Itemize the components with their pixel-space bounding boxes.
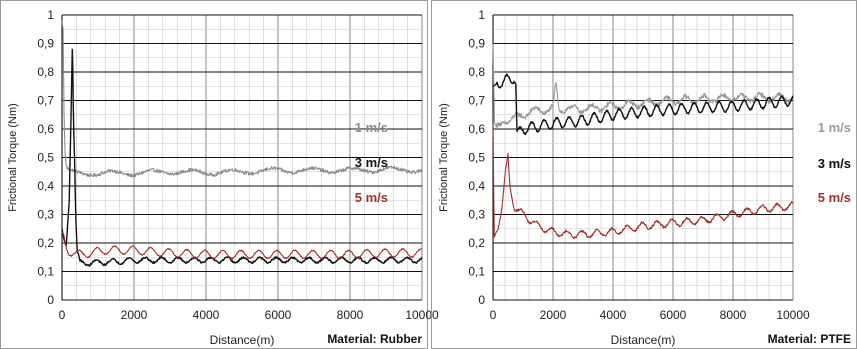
legend-entry: 3 m/s: [818, 156, 851, 171]
y-tick-label: 0,9: [37, 37, 54, 51]
y-tick-label: 0,3: [468, 208, 485, 222]
y-tick-label: 0,7: [468, 94, 485, 108]
series-line-3: [61, 231, 423, 260]
legend-entry: 5 m/s: [818, 190, 851, 205]
y-tick-label: 0,7: [37, 94, 54, 108]
material-label: Material: PTFE: [768, 332, 851, 346]
y-tick-label: 0,9: [468, 37, 485, 51]
x-tick-label: 2000: [540, 308, 567, 322]
material-label: Material: Rubber: [327, 332, 422, 346]
y-tick-label: 1: [478, 8, 485, 22]
y-tick-label: 0,2: [468, 236, 485, 250]
legend-entry: 3 m/s: [355, 155, 388, 170]
x-tick-label: 6000: [660, 308, 687, 322]
series-line-1: [61, 20, 423, 178]
y-tick-label: 0,3: [37, 208, 54, 222]
legend: 1 m/s 3 m/s 5 m/s: [355, 120, 388, 205]
y-tick-label: 0,1: [37, 265, 54, 279]
x-tick-label: 8000: [337, 308, 364, 322]
y-tick-label: 0,4: [37, 179, 54, 193]
x-tick-label: 10000: [776, 308, 810, 322]
y-axis-title: Frictional Torque (Nm): [438, 103, 450, 212]
y-tick-label: 0,1: [468, 265, 485, 279]
x-axis-title: Distance(m): [210, 333, 275, 347]
y-tick-label: 0,6: [468, 122, 485, 136]
series-line-3: [492, 123, 794, 240]
y-tick-label: 0,2: [37, 236, 54, 250]
x-tick-label: 10000: [405, 308, 439, 322]
y-tick-label: 0: [47, 293, 54, 307]
series-line-1: [492, 43, 794, 129]
legend: 1 m/s 3 m/s 5 m/s: [818, 120, 851, 205]
x-axis-title: Distance(m): [611, 333, 676, 347]
x-tick-label: 6000: [265, 308, 292, 322]
legend-entry: 1 m/s: [818, 120, 851, 135]
grid: [61, 14, 423, 301]
series-lines: [61, 20, 423, 267]
legend-entry: 1 m/s: [355, 120, 388, 135]
x-tick-label: 0: [490, 308, 497, 322]
y-tick-label: 0,8: [37, 65, 54, 79]
y-tick-label: 0,5: [468, 151, 485, 165]
y-axis-title: Frictional Torque (Nm): [7, 103, 19, 212]
x-tick-label: 0: [59, 308, 66, 322]
x-tick-label: 8000: [720, 308, 747, 322]
y-tick-label: 0,8: [468, 65, 485, 79]
legend-entry: 5 m/s: [355, 190, 388, 205]
x-tick-label: 2000: [121, 308, 148, 322]
y-tick-label: 0,4: [468, 179, 485, 193]
x-tick-label: 4000: [600, 308, 627, 322]
series-line-2: [61, 48, 423, 267]
y-tick-label: 0,5: [37, 151, 54, 165]
series-lines: [492, 43, 794, 240]
y-tick-label: 1: [47, 8, 54, 22]
chart-rubber: 0 0,1 0,2 0,3 0,4 0,5 0,6 0,7 0,8 0,9 1 0 2000 4000 60…: [0, 0, 439, 349]
grid: [492, 14, 794, 301]
series-line-2: [492, 73, 794, 136]
chart-ptfe: 0 0,1 0,2 0,3 0,4 0,5 0,6 0,7 0,8 0,9 1 0 2000 4000 60…: [431, 0, 857, 349]
y-tick-label: 0: [478, 293, 485, 307]
x-tick-label: 4000: [193, 308, 220, 322]
y-tick-label: 0,6: [37, 122, 54, 136]
